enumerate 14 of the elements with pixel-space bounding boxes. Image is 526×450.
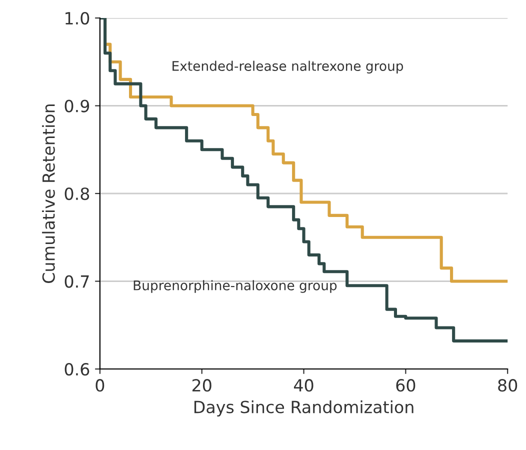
x-axis-title: Days Since Randomization xyxy=(194,400,414,417)
x-tick-label: 40 xyxy=(294,379,314,392)
x-tick-label: 80 xyxy=(498,379,518,392)
y-tick-label: 0.8 xyxy=(64,187,90,200)
x-tick-label: 0 xyxy=(96,379,104,392)
y-tick-label: 0.6 xyxy=(64,362,90,376)
series-label: Extended-release naltrexone group xyxy=(172,60,404,74)
y-axis-title: Cumulative Retention xyxy=(42,104,55,283)
y-tick-label: 0.7 xyxy=(64,275,89,288)
x-tick-label: 20 xyxy=(192,379,212,392)
y-tick-label: 1.0 xyxy=(66,12,90,25)
series-label: Buprenorphine-naloxone group xyxy=(134,280,337,293)
y-tick-label: 0.9 xyxy=(64,100,90,112)
x-tick-label: 60 xyxy=(396,379,416,392)
